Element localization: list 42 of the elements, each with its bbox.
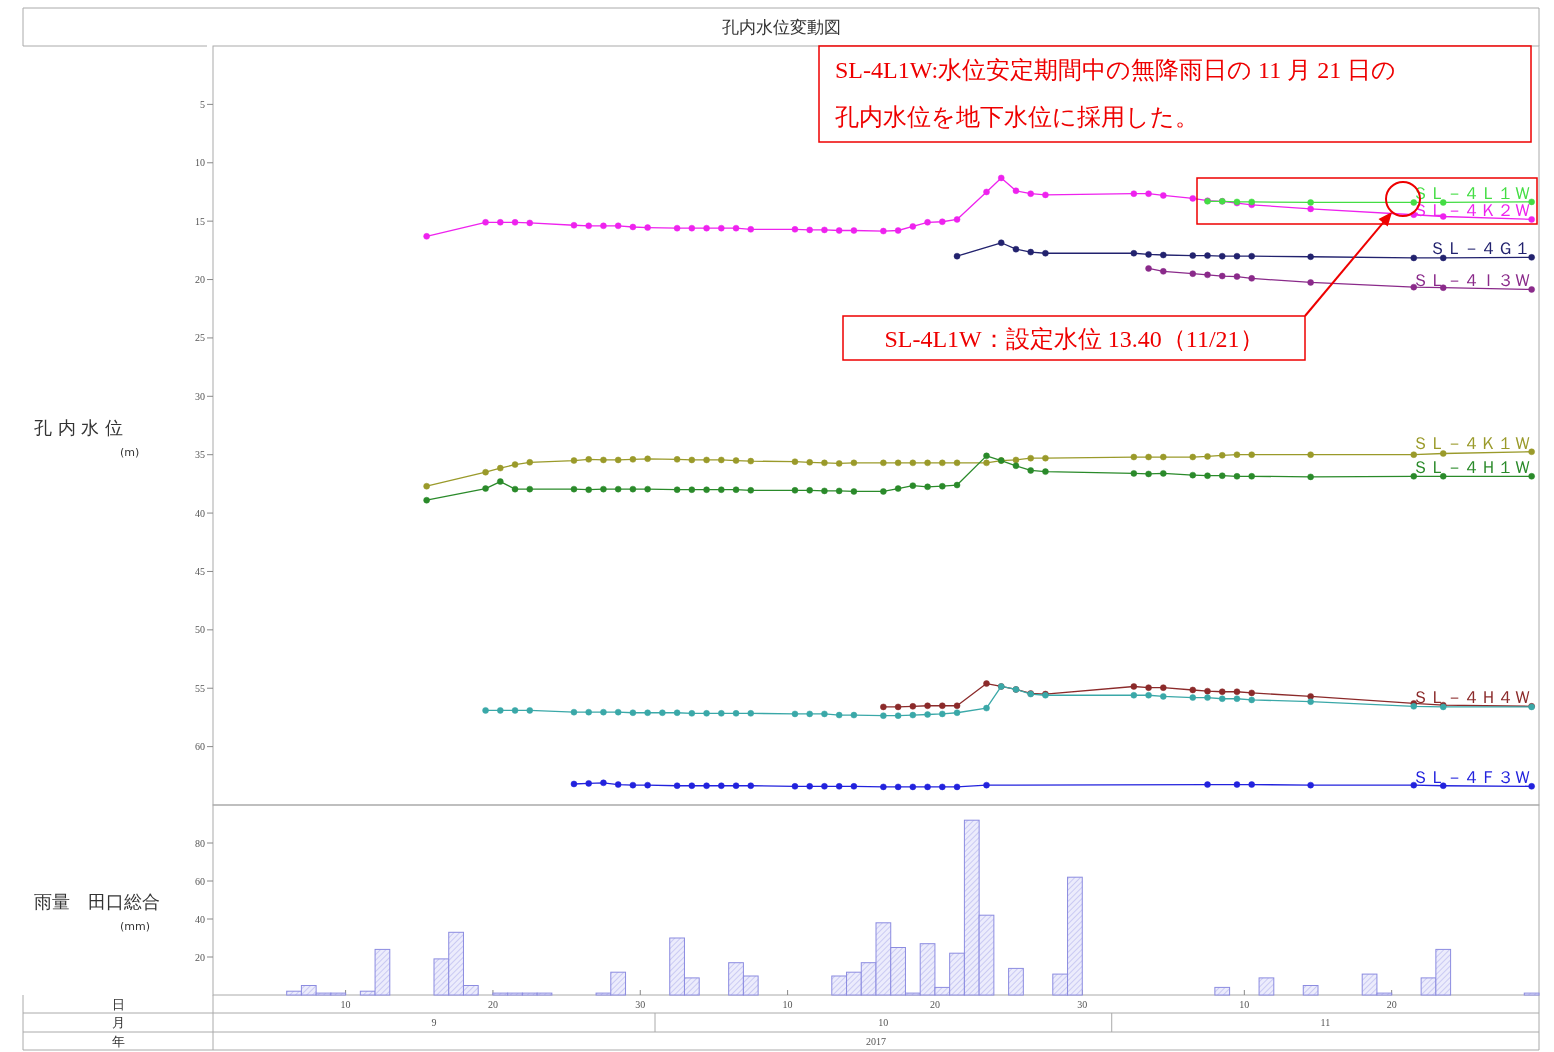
annotation: SL-4L1W:水位安定期間中の無降雨日の 11 月 21 日の孔内水位を地下水位に採用した。 — [835, 57, 1397, 130]
x-tick-label: 20 — [929, 999, 940, 1010]
y-tick-label: 50 — [195, 624, 205, 636]
series-label: ＳＬ－４Ｉ３Ｗ — [1412, 270, 1531, 291]
text: 月 — [111, 1015, 125, 1030]
annotation: SL-4L1W：設定水位 13.40（11/21） — [884, 326, 1264, 352]
x-tick-label: 10 — [1239, 999, 1250, 1010]
text: 10 — [878, 1017, 889, 1028]
series-label: ＳＬ－４Ｈ４Ｗ — [1412, 687, 1531, 708]
x-tick-label: 10 — [340, 999, 351, 1010]
y-tick-label: 80 — [195, 837, 205, 849]
x-tick-label: 10 — [782, 999, 793, 1010]
y-tick-label: 60 — [195, 741, 205, 753]
y-tick-label: 30 — [195, 390, 205, 402]
y-tick-label: 10 — [195, 157, 205, 169]
y-tick-label: 40 — [195, 913, 205, 925]
y-tick-label: 40 — [195, 507, 205, 519]
x-tick-label: 20 — [487, 999, 498, 1010]
y-tick-label: 45 — [195, 565, 205, 577]
x-tick-label: 30 — [635, 999, 646, 1010]
series-label: ＳＬ－４Ｆ３Ｗ — [1412, 767, 1531, 788]
y-tick-label: 15 — [195, 215, 205, 227]
x-tick-label: 30 — [1077, 999, 1088, 1010]
series-label: ＳＬ－４Ｋ１Ｗ — [1412, 432, 1531, 453]
y-tick-label: 55 — [195, 682, 205, 694]
chart-title: 孔内水位変動図 — [721, 17, 841, 37]
series-label: ＳＬ－４Ｇ１ — [1429, 238, 1531, 259]
y-tick-label: 60 — [195, 875, 205, 887]
y-axis-title: 孔 内 水 位 (m) — [34, 416, 140, 459]
text: 年 — [111, 1034, 125, 1049]
y-tick-label: 20 — [195, 274, 205, 286]
y-axis-title: 雨量 田口総合 (mm) — [34, 891, 160, 933]
y-tick-label: 5 — [200, 98, 205, 110]
x-axis-title: 2017 — [866, 1036, 886, 1047]
text: 11 — [1320, 1017, 1331, 1028]
text: 9 — [431, 1017, 437, 1028]
y-tick-label: 35 — [195, 449, 205, 461]
series-label: ＳＬ－４Ｈ１Ｗ — [1412, 457, 1531, 478]
x-tick-label: 20 — [1386, 999, 1397, 1010]
text: 日 — [111, 997, 125, 1012]
y-tick-label: 20 — [195, 951, 205, 963]
y-tick-label: 25 — [195, 332, 205, 344]
